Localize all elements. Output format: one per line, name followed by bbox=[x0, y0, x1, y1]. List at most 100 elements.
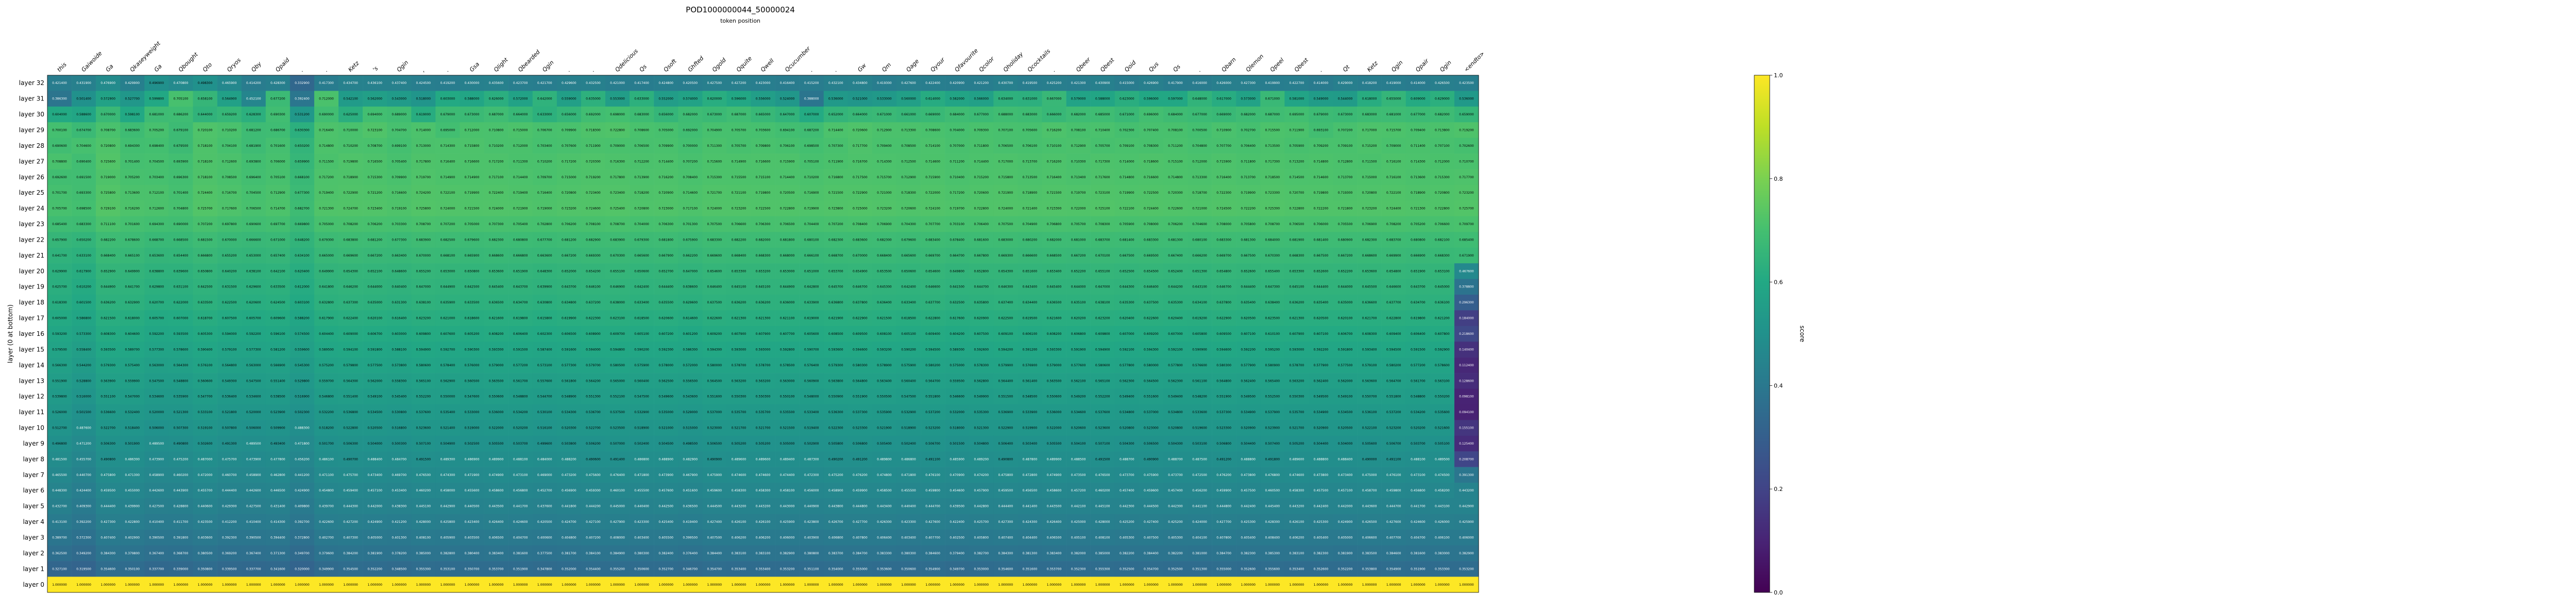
cell-value-label: 0.534600 bbox=[149, 395, 164, 399]
cell-value-label: 0.703300 bbox=[392, 223, 406, 226]
cell-value-label: 0.506000 bbox=[149, 427, 164, 430]
heatmap-cell bbox=[654, 122, 679, 138]
x-tick-label: Qoid bbox=[1123, 59, 1138, 73]
cell-value-label: 0.653600 bbox=[1362, 269, 1377, 273]
cell-value-label: 0.488100 bbox=[513, 457, 528, 461]
heatmap-cell bbox=[1139, 106, 1164, 123]
cell-value-label: 0.715700 bbox=[1386, 128, 1401, 132]
cell-value-label: 0.635300 bbox=[1168, 301, 1183, 304]
heatmap-cell bbox=[1284, 106, 1309, 123]
cell-value-label: 0.671000 bbox=[1265, 97, 1280, 101]
cell-value-label: 0.521000 bbox=[853, 97, 868, 101]
cell-value-label: 0.650200 bbox=[76, 238, 91, 242]
cell-value-label: 0.430700 bbox=[998, 81, 1013, 85]
x-tick-label: this bbox=[56, 61, 68, 74]
cell-value-label: 0.561800 bbox=[562, 379, 577, 383]
cell-value-label: 0.620200 bbox=[1071, 317, 1086, 320]
heatmap-cell bbox=[993, 91, 1018, 107]
cell-value-label: 0.419900 bbox=[1265, 81, 1280, 85]
cell-value-label: 0.681200 bbox=[246, 128, 261, 132]
cell-value-label: 0.716400 bbox=[440, 160, 455, 163]
cell-value-label: 0.487800 bbox=[1023, 457, 1038, 461]
heatmap-cell bbox=[630, 91, 654, 107]
cell-value-label: 0.590200 bbox=[634, 348, 649, 351]
cell-value-label: 0.705100 bbox=[174, 97, 189, 101]
cell-value-label: 0.507100 bbox=[1095, 442, 1110, 446]
cell-value-label: 0.526000 bbox=[52, 411, 67, 414]
heatmap-cell bbox=[1090, 91, 1115, 107]
cell-value-label: 0.490000 bbox=[1362, 457, 1377, 461]
heatmap-cell bbox=[1405, 75, 1431, 91]
cell-value-label: 0.580500 bbox=[610, 364, 625, 367]
cell-value-label: 0.457600 bbox=[658, 489, 673, 492]
cell-value-label: 0.646400 bbox=[707, 285, 722, 289]
heatmap-cell bbox=[1381, 138, 1406, 154]
heatmap-cell bbox=[508, 91, 533, 107]
cell-value-label: 0.128600 bbox=[1459, 379, 1474, 383]
cell-value-label: 0.647000 bbox=[1095, 285, 1110, 289]
cell-value-label: 0.629600 bbox=[683, 301, 698, 304]
cell-value-label: 0.352500 bbox=[1168, 567, 1183, 571]
cell-value-label: 0.666900 bbox=[1411, 254, 1426, 258]
cell-value-label: 0.549200 bbox=[1071, 395, 1086, 399]
cell-value-label: 0.454600 bbox=[950, 489, 964, 492]
x-tick-label: Qage bbox=[905, 58, 920, 73]
cell-value-label: 0.708600 bbox=[634, 128, 649, 132]
heatmap-cell bbox=[775, 106, 800, 123]
cell-value-label: 0.711800 bbox=[974, 144, 989, 148]
cell-value-label: 0.682500 bbox=[440, 238, 455, 242]
heatmap-cell bbox=[605, 91, 630, 107]
cell-value-label: 0.411700 bbox=[174, 520, 189, 524]
cell-value-label: 0.444500 bbox=[707, 505, 722, 508]
cell-value-label: 0.681900 bbox=[246, 144, 261, 148]
cell-value-label: 0.668300 bbox=[1290, 254, 1304, 258]
cell-value-label: 0.719700 bbox=[416, 176, 431, 179]
cell-value-label: 0.491500 bbox=[1095, 457, 1110, 461]
cell-value-label: 0.705600 bbox=[1023, 128, 1038, 132]
cell-value-label: 0.619800 bbox=[1411, 317, 1426, 320]
cell-value-label: 0.547000 bbox=[125, 395, 140, 399]
cell-value-label: 0.559600 bbox=[295, 348, 310, 351]
cell-value-label: 0.667200 bbox=[367, 254, 382, 258]
cell-value-label: 0.489400 bbox=[780, 457, 795, 461]
heatmap-cell bbox=[556, 91, 582, 107]
cell-value-label: 0.593200 bbox=[877, 348, 892, 351]
cell-value-label: 0.562000 bbox=[367, 97, 382, 101]
heatmap-cell bbox=[969, 138, 994, 154]
cell-value-label: 0.421400 bbox=[52, 81, 67, 85]
cell-value-label: 0.431900 bbox=[76, 81, 91, 85]
cell-value-label: 0.563200 bbox=[756, 379, 771, 383]
cell-value-label: 0.620100 bbox=[1338, 317, 1353, 320]
cell-value-label: 0.440400 bbox=[901, 505, 916, 508]
cell-value-label: 0.701600 bbox=[270, 144, 285, 148]
cell-value-label: 0.534800 bbox=[1120, 411, 1134, 414]
cell-value-label: 0.686200 bbox=[174, 113, 189, 116]
heatmap-cell bbox=[654, 91, 679, 107]
cell-value-label: 0.605000 bbox=[52, 317, 67, 320]
cell-value-label: 0.681400 bbox=[1314, 238, 1329, 242]
cell-value-label: 0.673000 bbox=[465, 113, 480, 116]
cell-value-label: 0.486800 bbox=[901, 457, 916, 461]
cell-value-label: 0.637200 bbox=[586, 301, 601, 304]
heatmap-cell bbox=[241, 75, 266, 91]
cell-value-label: 0.714400 bbox=[780, 176, 795, 179]
heatmap-cell bbox=[314, 138, 339, 154]
cell-value-label: 0.712000 bbox=[319, 97, 334, 101]
cell-value-label: 0.714700 bbox=[270, 207, 285, 211]
cell-value-label: 0.355000 bbox=[1216, 567, 1231, 571]
cell-value-label: 0.591600 bbox=[562, 348, 577, 351]
cell-value-label: 0.621500 bbox=[877, 317, 892, 320]
heatmap-cell bbox=[411, 122, 436, 138]
cell-value-label: 0.456800 bbox=[513, 489, 528, 492]
cell-value-label: 0.536400 bbox=[222, 395, 237, 399]
cell-value-label: 0.589500 bbox=[319, 348, 334, 351]
cell-value-label: 0.682900 bbox=[586, 238, 601, 242]
cell-value-label: 0.549100 bbox=[367, 395, 382, 399]
cell-value-label: 0.704000 bbox=[634, 223, 649, 226]
cell-value-label: 0.442500 bbox=[658, 505, 673, 508]
cell-value-label: 0.607500 bbox=[974, 332, 989, 336]
cell-value-label: 0.563200 bbox=[732, 379, 747, 383]
cell-value-label: 0.682300 bbox=[877, 238, 892, 242]
heatmap-cell bbox=[387, 75, 412, 91]
cell-value-label: 0.707100 bbox=[998, 128, 1013, 132]
